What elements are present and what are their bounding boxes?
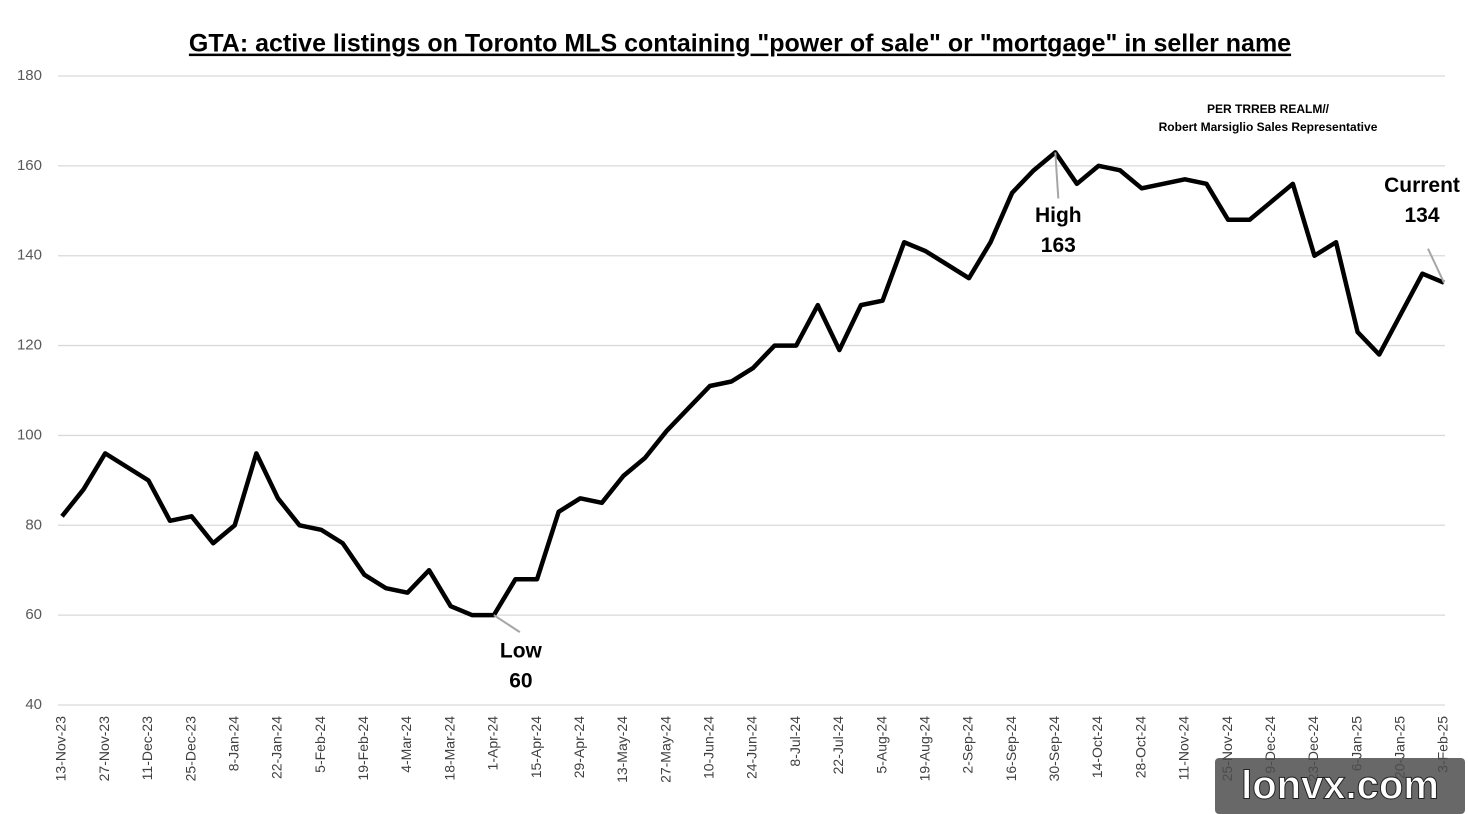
x-tick-label: 13-Nov-23 (53, 716, 69, 782)
x-tick-label: 1-Apr-24 (485, 716, 501, 771)
x-tick-label: 22-Jan-24 (269, 716, 285, 779)
x-tick-label: 24-Jun-24 (744, 716, 760, 779)
x-tick-label: 22-Jul-24 (830, 716, 846, 775)
data-line (60, 150, 1445, 618)
y-tick-label: 180 (17, 67, 42, 84)
x-tick-label: 19-Aug-24 (916, 716, 932, 782)
x-tick-label: 4-Mar-24 (398, 716, 414, 773)
x-tick-label: 30-Sep-24 (1046, 716, 1062, 782)
chart-title: GTA: active listings on Toronto MLS cont… (189, 30, 1291, 58)
x-tick-label: 14-Oct-24 (1089, 716, 1105, 778)
x-tick-label: 18-Mar-24 (441, 716, 457, 781)
x-tick-label: 27-Nov-23 (96, 716, 112, 782)
x-tick-label: 15-Apr-24 (528, 716, 544, 778)
y-tick-label: 40 (25, 696, 42, 713)
leader-line (493, 614, 521, 633)
annotation-label: High (1035, 204, 1082, 227)
x-tick-label: 27-May-24 (657, 716, 673, 783)
annotation-label: Low (500, 640, 543, 663)
x-tick-label: 25-Dec-23 (182, 716, 198, 782)
x-tick-label: 11-Nov-24 (1176, 716, 1192, 781)
watermark: lonvx.com (1241, 764, 1439, 808)
y-tick-label: 120 (17, 337, 42, 354)
annotation-label: Current (1384, 174, 1460, 197)
y-tick-label: 60 (25, 606, 42, 623)
x-tick-label: 11-Dec-23 (139, 716, 155, 781)
x-tick-label: 28-Oct-24 (1132, 716, 1148, 778)
annotation-value: 134 (1404, 204, 1439, 227)
x-tick-label: 13-May-24 (614, 716, 630, 783)
x-tick-label: 5-Aug-24 (873, 716, 889, 774)
leader-line (1054, 152, 1060, 199)
y-tick-label: 140 (17, 247, 42, 264)
y-tick-label: 100 (17, 426, 42, 443)
note: PER TRREB REALM// (1207, 102, 1330, 116)
watermark-box (1215, 758, 1465, 814)
x-tick-label: 8-Jul-24 (787, 716, 803, 767)
y-tick-label: 160 (17, 157, 42, 174)
x-tick-label: 6-Jan-25 (1348, 716, 1364, 771)
x-tick-label: 2-Sep-24 (960, 716, 976, 774)
x-tick-label: 10-Jun-24 (701, 716, 717, 779)
y-tick-label: 80 (25, 516, 42, 533)
leader-line (1427, 248, 1445, 284)
x-tick-label: 29-Apr-24 (571, 716, 587, 778)
annotation-value: 163 (1041, 234, 1076, 257)
note: Robert Marsiglio Sales Representative (1159, 120, 1378, 134)
x-tick-label: 19-Feb-24 (355, 716, 371, 781)
x-tick-label: 8-Jan-24 (225, 716, 241, 771)
annotation-value: 60 (509, 670, 532, 693)
x-tick-label: 16-Sep-24 (1003, 716, 1019, 782)
x-tick-label: 5-Feb-24 (312, 716, 328, 773)
